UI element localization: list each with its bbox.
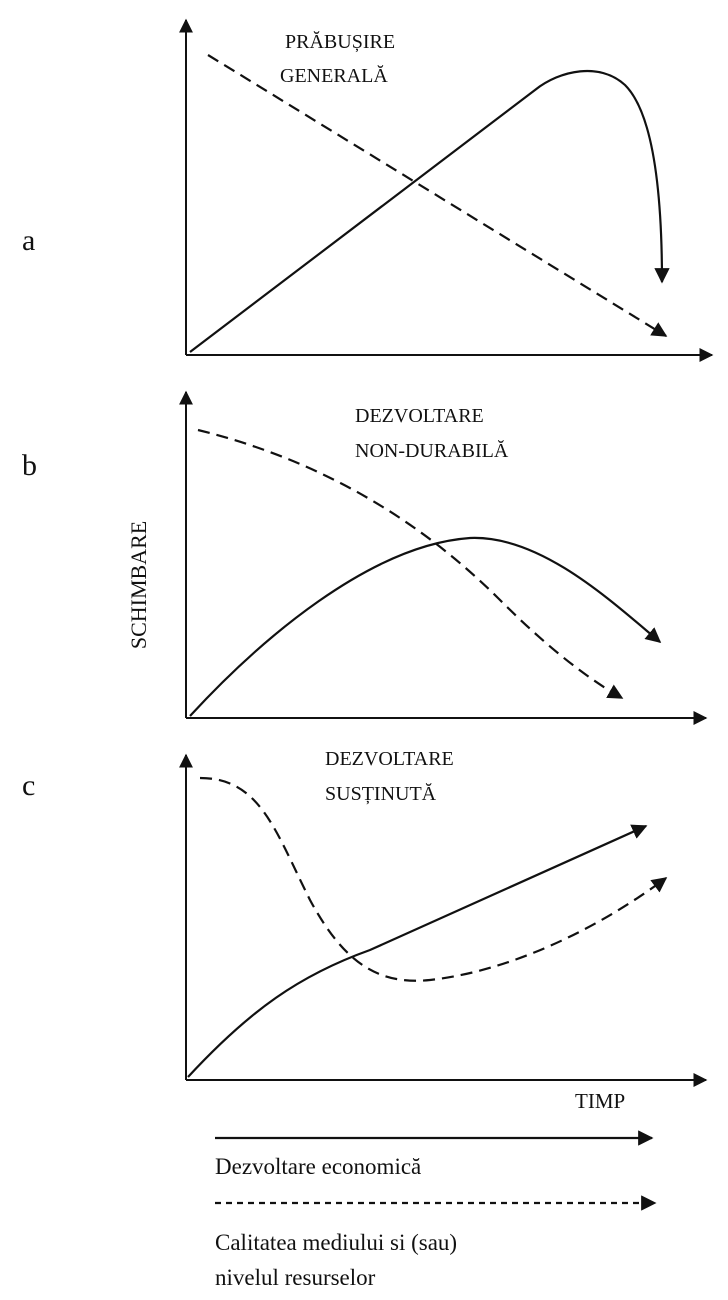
legend-label: nivelul resurselor — [215, 1265, 376, 1290]
economic-curve — [187, 824, 648, 1078]
panel-b: b DEZVOLTARE NON-DURABILĂ SCHIMBARE — [22, 390, 708, 725]
panel-title: GENERALĂ — [280, 64, 388, 87]
environment-curve — [197, 428, 624, 699]
panel-title: DEZVOLTARE — [325, 748, 454, 770]
economic-curve — [189, 536, 662, 717]
legend-label: Calitatea mediului si (sau) — [215, 1230, 457, 1255]
panel-letter: b — [22, 449, 37, 482]
panel-title: PRĂBUȘIRE — [285, 30, 395, 53]
environment-curve — [199, 776, 668, 982]
environment-curve — [207, 54, 668, 337]
economic-curve — [189, 69, 670, 353]
legend: Dezvoltare economică Calitatea mediului … — [215, 1130, 657, 1290]
panel-letter: a — [22, 224, 35, 257]
panel-title: NON-DURABILĂ — [355, 439, 509, 462]
panel-letter: c — [22, 769, 35, 802]
panel-title: DEZVOLTARE — [355, 405, 484, 427]
x-axis-label: TIMP — [575, 1089, 625, 1113]
panel-title: SUSȚINUTĂ — [325, 782, 437, 805]
panel-c: c DEZVOLTARE SUSȚINUTĂ TIMP — [22, 748, 708, 1113]
y-axis-label: SCHIMBARE — [126, 521, 151, 649]
panel-a: a PRĂBUȘIRE GENERALĂ — [22, 18, 714, 362]
legend-label: Dezvoltare economică — [215, 1154, 421, 1179]
